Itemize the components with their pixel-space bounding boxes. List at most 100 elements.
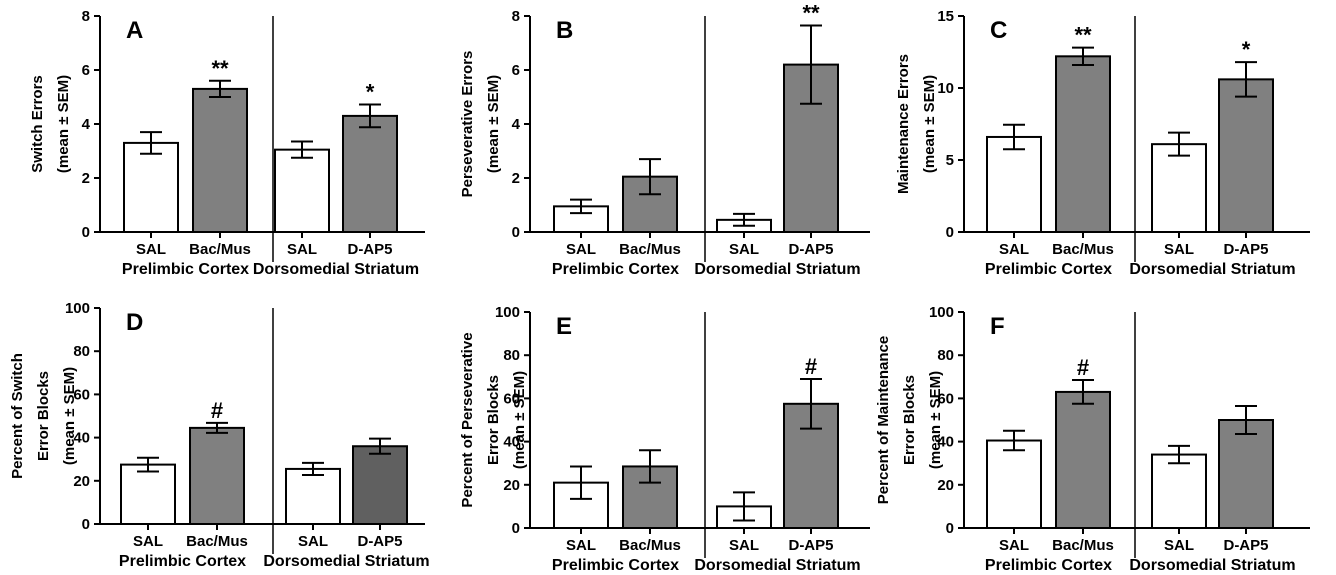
panel-a: 0 2 4 6 8 SAL Bac/Mus ** SAL D-AP5 * Prelimbic Cort… [29,8,425,278]
category-label: Bac/Mus [1052,241,1114,258]
category-label: D-AP5 [788,537,833,554]
bar [986,135,1042,234]
significance-marker: * [1242,37,1251,62]
panel-d: 0 20 40 60 80 100 SAL Bac/Mus # SAL D-AP5 Prelimbic… [9,300,430,570]
y-tick-label: 8 [512,8,520,25]
y-axis-label: (mean ± SEM) [927,371,944,469]
y-tick-label: 6 [512,62,520,79]
panel-letter: B [556,17,573,44]
y-tick-label: 40 [503,434,520,451]
group-label: Dorsomedial Striatum [253,261,419,278]
y-axis-label: Percent of Maintenance [875,336,892,504]
y-tick-label: 0 [82,516,90,533]
group-label: Prelimbic Cortex [552,261,679,278]
y-axis-label: Percent of Perseverative [459,332,476,507]
bar [285,467,341,526]
y-tick-label: 2 [512,170,520,187]
significance-marker: ** [802,0,820,25]
category-label: SAL [136,241,166,258]
y-tick-label: 0 [946,520,954,537]
category-label: SAL [729,241,759,258]
y-tick-label: 60 [73,386,90,403]
significance-marker: # [1077,355,1089,380]
y-tick-label: 60 [937,390,954,407]
group-label: Dorsomedial Striatum [263,553,429,570]
y-tick-label: 20 [73,473,90,490]
significance-marker: ** [1074,23,1092,48]
y-axis-label: (mean ± SEM) [485,75,502,173]
y-axis-label: (mean ± SEM) [61,367,78,465]
y-axis-label: (mean ± SEM) [55,75,72,173]
panel-f: 0 20 40 60 80 100 SAL Bac/Mus # SAL D-AP5 Prelimbic… [875,304,1310,574]
y-tick-label: 80 [503,347,520,364]
y-axis-label: Percent of Switch [9,353,26,479]
category-label: Bac/Mus [1052,537,1114,554]
y-tick-label: 100 [929,304,954,321]
category-label: D-AP5 [1223,537,1268,554]
panel-letter: C [990,17,1007,44]
bar [342,114,398,233]
category-label: SAL [566,537,596,554]
y-axis-label: Maintenance Errors [895,54,912,194]
category-label: D-AP5 [357,533,402,550]
bar [1218,78,1274,233]
category-label: SAL [999,241,1029,258]
y-tick-label: 4 [512,116,521,133]
group-label: Prelimbic Cortex [985,261,1112,278]
group-label: Prelimbic Cortex [122,261,249,278]
category-label: Bac/Mus [619,241,681,258]
y-tick-label: 100 [65,300,90,317]
y-axis-label: Perseverative Errors [459,51,476,198]
bar [352,445,408,525]
y-axis-label: Switch Errors [29,75,46,173]
bar [274,148,330,233]
category-label: Bac/Mus [189,241,251,258]
y-axis-label: (mean ± SEM) [511,371,528,469]
y-tick-label: 20 [503,477,520,494]
category-label: SAL [566,241,596,258]
y-tick-label: 60 [503,390,520,407]
significance-marker: * [366,80,375,105]
significance-marker: # [805,354,817,379]
y-tick-label: 4 [82,116,91,133]
bar [1055,390,1111,530]
bar [1151,143,1207,233]
category-label: SAL [1164,537,1194,554]
y-tick-label: 8 [82,8,90,25]
y-tick-label: 0 [946,224,954,241]
y-tick-label: 0 [82,224,90,241]
y-axis-label: Error Blocks [901,375,918,465]
y-tick-label: 2 [82,170,90,187]
bar [1151,453,1207,529]
category-label: SAL [729,537,759,554]
group-label: Dorsomedial Striatum [1129,261,1295,278]
y-axis-label: (mean ± SEM) [921,75,938,173]
category-label: Bac/Mus [186,533,248,550]
y-tick-label: 20 [937,477,954,494]
category-label: SAL [298,533,328,550]
panel-letter: D [126,309,143,336]
bar [189,426,245,526]
y-axis-label: Error Blocks [35,371,52,461]
bar [986,439,1042,529]
y-tick-label: 80 [937,347,954,364]
panel-e: 0 20 40 60 80 100 SAL Bac/Mus SAL D-AP5 # Prelimbic… [459,304,870,574]
panel-b: 0 2 4 6 8 SAL Bac/Mus SAL D-AP5 ** Prelimbic Corte… [459,0,870,278]
y-axis-label: Error Blocks [485,375,502,465]
bar [123,141,179,233]
category-label: SAL [999,537,1029,554]
bar [192,87,248,234]
group-label: Prelimbic Cortex [552,557,679,574]
y-tick-label: 40 [73,430,90,447]
group-label: Prelimbic Cortex [119,553,246,570]
bar [120,463,176,526]
y-tick-label: 6 [82,62,90,79]
category-label: D-AP5 [347,241,392,258]
group-label: Dorsomedial Striatum [694,557,860,574]
significance-marker: ** [211,56,229,81]
significance-marker: # [211,398,223,423]
bar [1218,419,1274,529]
y-tick-label: 40 [937,434,954,451]
category-label: SAL [287,241,317,258]
